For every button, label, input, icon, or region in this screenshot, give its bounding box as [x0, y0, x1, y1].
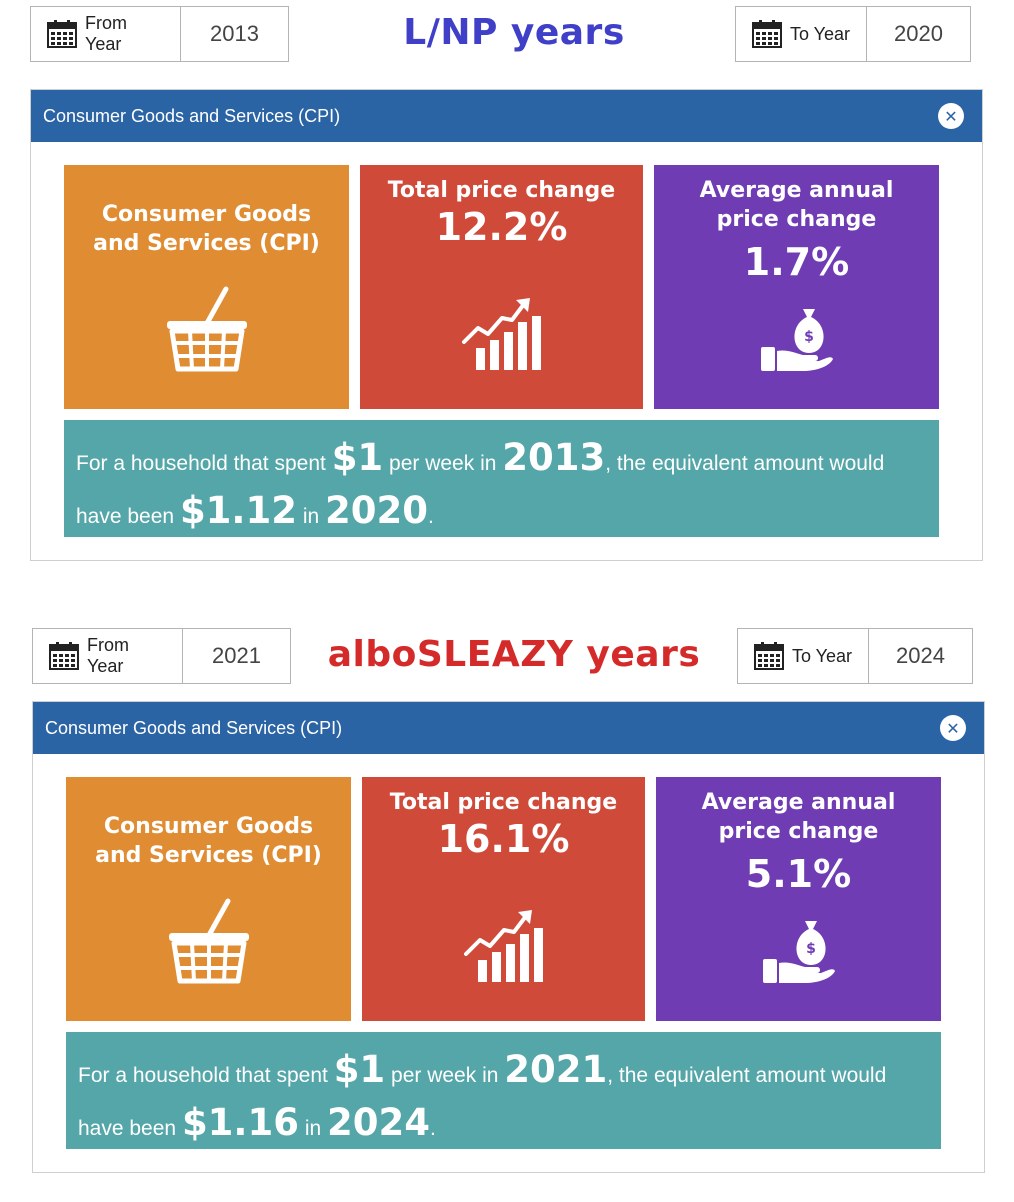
panel-header: Consumer Goods and Services (CPI) ✕ — [31, 90, 982, 142]
calendar-icon — [49, 642, 79, 670]
average-change-tile: Average annual price change 5.1% $ — [656, 777, 941, 1021]
summary-text-1: For a household that spent — [76, 452, 326, 475]
from-year-value[interactable]: 2021 — [212, 643, 261, 668]
comparison-section-lnp: From Year 2013 L/NP years To Year 2020 C… — [0, 0, 1014, 580]
from-year-label: From Year — [84, 13, 127, 54]
category-tile-label: Consumer Goods and Services (CPI) — [95, 814, 322, 868]
category-tile: Consumer Goods and Services (CPI) — [66, 777, 351, 1021]
average-change-label-line2: price change — [716, 207, 877, 232]
total-change-label: Total price change — [387, 178, 616, 203]
svg-text:$: $ — [806, 941, 816, 957]
comparison-section-albo: From Year 2021 alboSLEAZY years To Year … — [0, 622, 1014, 1202]
summary-to-year: 2020 — [325, 489, 429, 532]
to-year-label: To Year — [790, 23, 851, 44]
summary-text-5: . — [428, 505, 434, 528]
from-year-label-cell: From Year — [31, 7, 181, 61]
section-title: alboSLEAZY years — [327, 634, 701, 675]
to-year-field[interactable]: To Year 2020 — [735, 6, 971, 62]
total-change-value: 16.1% — [437, 817, 570, 861]
from-year-value[interactable]: 2013 — [210, 21, 259, 46]
average-change-value: 5.1% — [745, 852, 852, 896]
total-change-tile: Total price change 12.2% — [360, 165, 643, 409]
average-change-value: 1.7% — [743, 240, 850, 284]
money-bag-hand-icon: $ — [762, 921, 835, 983]
money-bag-hand-icon: $ — [760, 309, 833, 371]
summary-from-year: 2021 — [504, 1048, 608, 1091]
total-change-value: 12.2% — [435, 205, 568, 249]
summary-result: $1.16 — [181, 1101, 299, 1144]
calendar-icon — [752, 20, 782, 48]
calendar-icon — [47, 20, 77, 48]
category-tile: Consumer Goods and Services (CPI) — [64, 165, 349, 409]
to-year-field[interactable]: To Year 2024 — [737, 628, 973, 684]
category-tile-label: Consumer Goods and Services (CPI) — [93, 202, 320, 256]
summary-text-5: . — [430, 1117, 436, 1140]
cpi-panel: Consumer Goods and Services (CPI) ✕ Cons… — [32, 701, 985, 1173]
summary-box: For a household that spent $1 per week i… — [64, 420, 939, 537]
summary-to-year: 2024 — [327, 1101, 431, 1144]
average-change-label-line2: price change — [718, 819, 879, 844]
close-icon[interactable]: ✕ — [940, 715, 966, 741]
section-title: L/NP years — [403, 12, 625, 53]
summary-from-year: 2013 — [502, 436, 606, 479]
panel-title: Consumer Goods and Services (CPI) — [43, 105, 341, 126]
summary-result: $1.12 — [179, 489, 297, 532]
total-change-tile: Total price change 16.1% — [362, 777, 645, 1021]
to-year-label: To Year — [792, 645, 853, 666]
to-year-value[interactable]: 2020 — [894, 21, 943, 46]
summary-text-4: in — [304, 1117, 322, 1140]
summary-text-3: , the equivalent amount would have been — [76, 452, 885, 528]
summary-amount: $1 — [331, 436, 384, 479]
average-change-label-line1: Average annual — [701, 790, 896, 815]
from-year-label: From Year — [86, 635, 129, 676]
panel-header: Consumer Goods and Services (CPI) ✕ — [33, 702, 984, 754]
summary-text-2: per week in — [389, 452, 497, 475]
average-change-tile: Average annual price change 1.7% $ — [654, 165, 939, 409]
summary-text-2: per week in — [391, 1064, 499, 1087]
svg-text:$: $ — [804, 329, 814, 345]
from-year-label-cell: From Year — [33, 629, 183, 683]
average-change-label-line1: Average annual — [699, 178, 894, 203]
close-icon[interactable]: ✕ — [938, 103, 964, 129]
to-year-label-cell: To Year — [736, 7, 867, 61]
from-year-field[interactable]: From Year 2021 — [32, 628, 291, 684]
summary-text-3: , the equivalent amount would have been — [78, 1064, 887, 1140]
panel-title: Consumer Goods and Services (CPI) — [45, 717, 343, 738]
summary-box: For a household that spent $1 per week i… — [66, 1032, 941, 1149]
to-year-label-cell: To Year — [738, 629, 869, 683]
shopping-basket-icon — [166, 286, 247, 372]
summary-text-1: For a household that spent — [78, 1064, 328, 1087]
shopping-basket-icon — [168, 898, 249, 984]
calendar-icon — [754, 642, 784, 670]
summary-text-4: in — [302, 505, 320, 528]
summary-amount: $1 — [333, 1048, 386, 1091]
cpi-panel: Consumer Goods and Services (CPI) ✕ Cons… — [30, 89, 983, 561]
to-year-value[interactable]: 2024 — [896, 643, 945, 668]
growth-chart-icon — [463, 910, 543, 982]
growth-chart-icon — [461, 298, 541, 370]
from-year-field[interactable]: From Year 2013 — [30, 6, 289, 62]
total-change-label: Total price change — [389, 790, 618, 815]
